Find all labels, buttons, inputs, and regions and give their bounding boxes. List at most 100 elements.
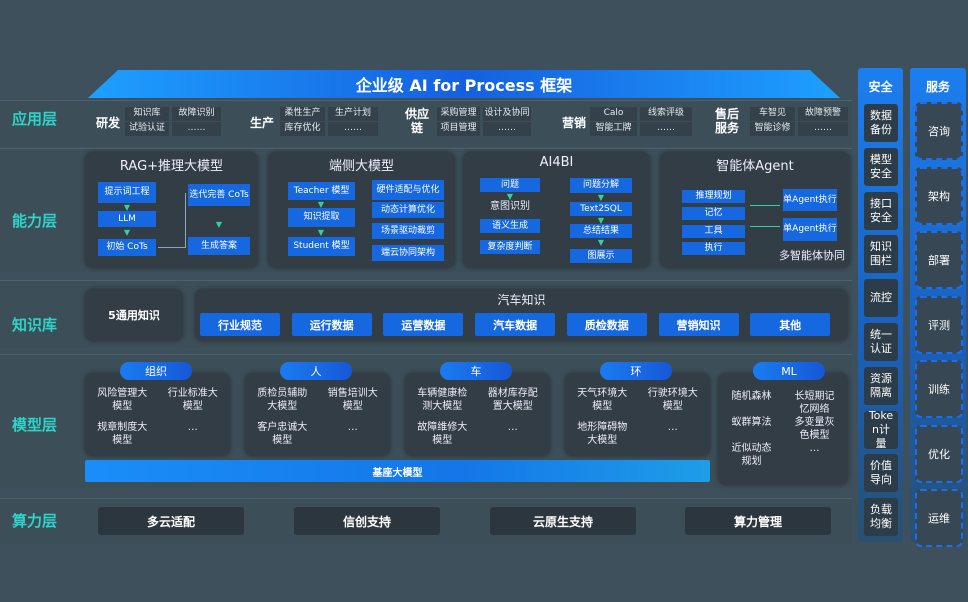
agent-exec[interactable]: 单Agent执行 bbox=[783, 218, 837, 241]
security-item[interactable]: Token计量 bbox=[864, 409, 898, 450]
knowledge-item[interactable]: 汽车数据 bbox=[475, 313, 556, 336]
model-item[interactable]: 随机森林 bbox=[731, 391, 772, 402]
model-item[interactable]: 地形障碍物大模型 bbox=[577, 422, 628, 446]
app-item[interactable]: 智能工牌 bbox=[590, 122, 637, 136]
app-item[interactable]: 知识库 bbox=[125, 107, 169, 121]
service-item[interactable]: 优化 bbox=[915, 424, 963, 483]
model-item[interactable]: 销售培训大模型 bbox=[327, 388, 378, 412]
agent-module[interactable]: 工具 bbox=[682, 225, 745, 238]
ai4bi-step[interactable]: 问题分解 bbox=[570, 178, 632, 193]
model-item[interactable]: 天气环境大模型 bbox=[577, 388, 628, 412]
app-item[interactable]: Calo bbox=[590, 107, 637, 121]
knowledge-item[interactable]: 其他 bbox=[750, 313, 831, 336]
service-item[interactable]: 部署 bbox=[915, 231, 963, 289]
edge-step[interactable]: Student 模型 bbox=[288, 237, 355, 256]
service-item[interactable]: 运维 bbox=[915, 489, 963, 547]
service-item[interactable]: 咨询 bbox=[915, 102, 963, 160]
model-item[interactable]: 客户忠诚大模型 bbox=[257, 422, 308, 446]
app-item[interactable]: …… bbox=[640, 122, 692, 136]
model-item[interactable]: … bbox=[507, 422, 518, 433]
app-item[interactable]: 柔性生产 bbox=[280, 107, 325, 121]
app-item[interactable]: 智能诊修 bbox=[750, 122, 795, 136]
service-item[interactable]: 架构 bbox=[915, 166, 963, 225]
app-item[interactable]: 线索评级 bbox=[640, 107, 692, 121]
edge-feature[interactable]: 动态计算优化 bbox=[372, 202, 444, 218]
agent-module[interactable]: 记忆 bbox=[682, 207, 745, 220]
security-item[interactable]: 数据备份 bbox=[864, 104, 898, 142]
security-item[interactable]: 价值导向 bbox=[864, 454, 898, 493]
edge-feature[interactable]: 端云协同架构 bbox=[372, 245, 444, 261]
model-item[interactable]: 长短期记忆网络 bbox=[794, 391, 835, 415]
model-item[interactable]: 故障维修大模型 bbox=[417, 422, 468, 446]
edge-step[interactable]: 知识提取 bbox=[288, 208, 355, 227]
security-item[interactable]: 负载均衡 bbox=[864, 498, 898, 537]
app-item[interactable]: …… bbox=[483, 122, 531, 136]
model-item[interactable]: 行驶环境大模型 bbox=[647, 388, 698, 412]
agent-module[interactable]: 执行 bbox=[682, 242, 745, 255]
service-item[interactable]: 训练 bbox=[915, 360, 963, 418]
compute-item[interactable]: 信创支持 bbox=[294, 507, 440, 535]
rag-step[interactable]: 提示词工程 bbox=[98, 182, 156, 203]
service-item[interactable]: 评测 bbox=[915, 295, 963, 354]
security-item[interactable]: 统一认证 bbox=[864, 323, 898, 361]
app-item[interactable]: 车智见 bbox=[750, 107, 795, 121]
edge-feature[interactable]: 场景驱动裁剪 bbox=[372, 223, 444, 239]
model-item[interactable]: … bbox=[667, 422, 678, 433]
knowledge-item[interactable]: 营销知识 bbox=[658, 313, 739, 336]
ai4bi-step[interactable]: 问题 bbox=[480, 178, 540, 192]
app-item[interactable]: 采购管理 bbox=[437, 107, 480, 121]
model-item[interactable]: 行业标准大模型 bbox=[167, 388, 218, 412]
app-item[interactable]: …… bbox=[798, 122, 848, 136]
app-item[interactable]: …… bbox=[328, 122, 378, 136]
app-item[interactable]: …… bbox=[172, 122, 221, 136]
app-item[interactable]: 生产计划 bbox=[328, 107, 378, 121]
ai4bi-step[interactable]: 图展示 bbox=[570, 249, 632, 263]
general-knowledge[interactable]: 5通用知识 bbox=[108, 309, 160, 322]
model-category-pill[interactable]: 人 bbox=[280, 362, 352, 380]
compute-item[interactable]: 云原生支持 bbox=[490, 507, 636, 535]
security-item[interactable]: 知识围栏 bbox=[864, 235, 898, 274]
rag-step[interactable]: 生成答案 bbox=[188, 237, 250, 255]
knowledge-item[interactable]: 行业规范 bbox=[200, 313, 280, 336]
ai4bi-step[interactable]: 总结结果 bbox=[570, 224, 632, 238]
model-category-pill[interactable]: 环 bbox=[600, 362, 672, 380]
model-item[interactable]: 多变量灰色模型 bbox=[794, 417, 835, 441]
app-item[interactable]: 试验认证 bbox=[125, 122, 169, 136]
app-item[interactable]: 设计及协同 bbox=[483, 107, 531, 121]
model-item[interactable]: 器材库存配置大模型 bbox=[487, 388, 538, 412]
base-model-bar[interactable]: 基座大模型 bbox=[85, 460, 710, 482]
model-item[interactable]: 规章制度大模型 bbox=[97, 422, 148, 446]
knowledge-item[interactable]: 运行数据 bbox=[291, 313, 372, 336]
ai4bi-step[interactable]: 复杂度判断 bbox=[480, 240, 540, 254]
app-item[interactable]: 项目管理 bbox=[437, 122, 480, 136]
model-item[interactable]: … bbox=[809, 443, 820, 454]
ai4bi-step[interactable]: 语义生成 bbox=[480, 219, 540, 233]
security-item[interactable]: 资源隔离 bbox=[864, 366, 898, 405]
agent-module[interactable]: 推理规划 bbox=[682, 190, 745, 203]
compute-item[interactable]: 算力管理 bbox=[685, 507, 831, 535]
model-item[interactable]: 蚁群算法 bbox=[731, 417, 772, 428]
ai4bi-step[interactable]: Text2SQL bbox=[570, 202, 632, 216]
app-item[interactable]: 故障识别 bbox=[172, 107, 221, 121]
edge-step[interactable]: Teacher 模型 bbox=[288, 182, 355, 200]
knowledge-item[interactable]: 运营数据 bbox=[383, 313, 464, 336]
model-item[interactable]: 风险管理大模型 bbox=[97, 388, 148, 412]
model-category-pill[interactable]: ML bbox=[753, 362, 825, 380]
app-item[interactable]: 库存优化 bbox=[280, 122, 325, 136]
rag-step[interactable]: LLM bbox=[98, 211, 156, 227]
model-category-pill[interactable]: 车 bbox=[440, 362, 512, 380]
security-item[interactable]: 接口安全 bbox=[864, 191, 898, 230]
model-category-pill[interactable]: 组织 bbox=[120, 362, 192, 380]
compute-item[interactable]: 多云适配 bbox=[98, 507, 244, 535]
agent-exec[interactable]: 单Agent执行 bbox=[783, 189, 837, 211]
edge-feature[interactable]: 硬件适配与优化 bbox=[372, 180, 444, 200]
model-item[interactable]: … bbox=[347, 422, 358, 433]
model-item[interactable]: 质检员辅助大模型 bbox=[257, 388, 308, 412]
knowledge-item[interactable]: 质检数据 bbox=[566, 313, 647, 336]
model-item[interactable]: … bbox=[187, 422, 198, 433]
rag-step[interactable]: 迭代完善 CoTs bbox=[188, 184, 250, 206]
security-item[interactable]: 模型安全 bbox=[864, 147, 898, 186]
model-item[interactable]: 近似动态规划 bbox=[731, 443, 772, 467]
rag-step[interactable]: 初始 CoTs bbox=[98, 239, 156, 256]
model-item[interactable]: 车辆健康检测大模型 bbox=[417, 388, 468, 412]
